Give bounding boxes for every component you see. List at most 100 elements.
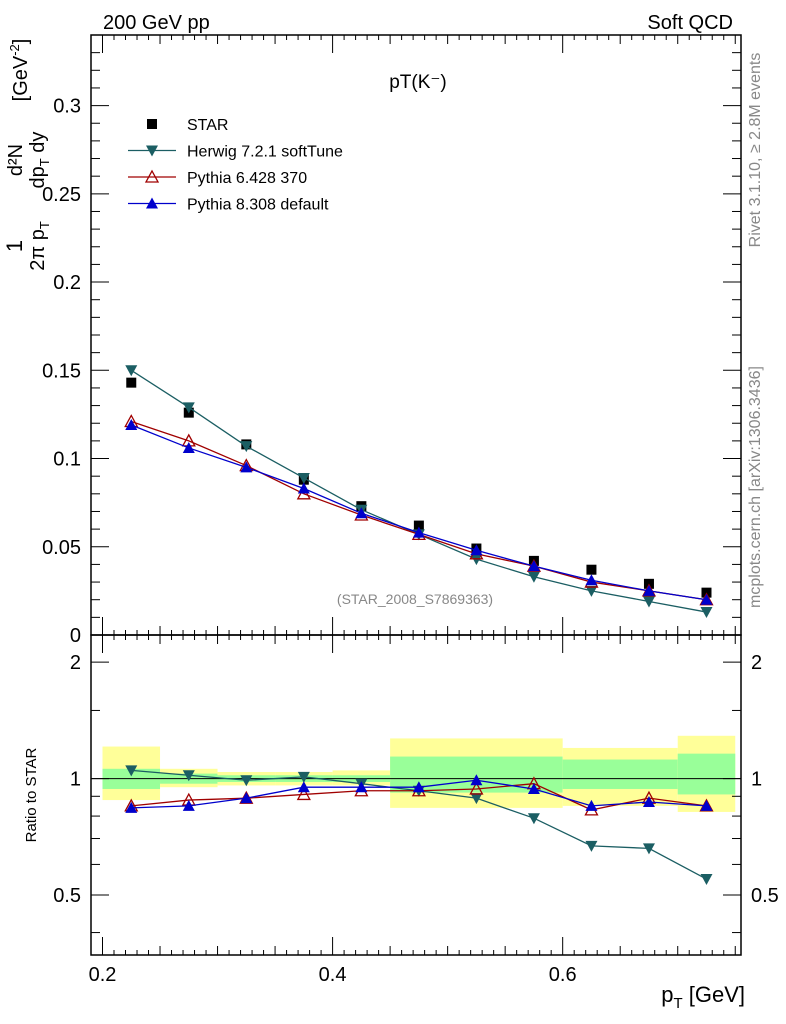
ratio-point-herwig-7-2-1-softtune — [182, 770, 195, 782]
ylabel-frac2-den-tail: dy — [27, 132, 49, 159]
band-inner-7 — [677, 753, 736, 795]
main-ytick-label-4: 0.2 — [53, 272, 81, 294]
mcplots-label: mcplots.cern.ch [arXiv:1306.3436] — [747, 366, 764, 608]
ratio-ytick-label-right-2: 2 — [751, 652, 762, 674]
data-point-herwig-7-2-1-softtune — [527, 571, 540, 583]
series-pythia-8-308-default — [125, 419, 713, 605]
xtick-label-2: 0.6 — [549, 964, 577, 986]
ratio-point-herwig-7-2-1-softtune — [642, 843, 655, 855]
data-point-herwig-7-2-1-softtune — [642, 596, 655, 608]
data-point-star — [126, 377, 137, 388]
legend-marker-herwig-7-2-1-softtune — [146, 145, 158, 157]
ratio-point-pythia-8-308-default — [470, 774, 483, 786]
data-point-pythia-8-308-default — [297, 482, 310, 494]
ratio-point-pythia-6-428-370 — [296, 787, 311, 801]
ratio-point-pythia-8-308-default — [412, 781, 425, 793]
band-inner-6 — [562, 759, 678, 789]
ylabel-unit: [GeV-2] — [7, 39, 32, 102]
ratio-point-pythia-8-308-default — [585, 799, 598, 811]
main-ytick-label-5: 0.25 — [42, 184, 81, 206]
legend-marker-star — [147, 119, 157, 129]
main-ytick-label-2: 0.1 — [53, 449, 81, 471]
data-point-herwig-7-2-1-softtune — [585, 585, 598, 597]
ratio-point-pythia-8-308-default — [527, 782, 540, 794]
ratio-ytick-label-right-1: 1 — [751, 769, 762, 791]
ylabel-frac2-den: dpT dy — [27, 132, 52, 189]
data-point-pythia-8-308-default — [470, 544, 483, 556]
ylabel-frac1-den-sub: T — [37, 221, 52, 229]
data-point-herwig-7-2-1-softtune — [125, 365, 138, 377]
main-panel-series — [124, 365, 714, 619]
ratio-point-herwig-7-2-1-softtune — [527, 813, 540, 825]
legend-label-pythia-6-428-370: Pythia 6.428 370 — [187, 170, 307, 187]
ylabel-frac2-den-main: dp — [27, 166, 49, 188]
ratio-panel-series — [124, 765, 714, 886]
data-point-star — [586, 564, 597, 575]
main-ytick-label-1: 0.05 — [42, 537, 81, 559]
data-point-pythia-8-308-default — [585, 574, 598, 586]
xtick-label-1: 0.4 — [319, 964, 347, 986]
series-pythia-6-428-370 — [124, 414, 714, 606]
ratio-point-pythia-8-308-default — [182, 799, 195, 811]
legend-marker-pythia-6-428-370 — [144, 169, 160, 183]
ylabel-frac2-num: d²N — [5, 144, 27, 176]
series-line-pythia-6-428-370 — [131, 420, 707, 601]
plot-title: pT(K⁻) — [389, 72, 447, 93]
ratio-ytick-label-right-0: 0.5 — [751, 885, 779, 907]
ratio-ytick-label-left-1: 1 — [70, 769, 81, 791]
ratio-axis-ticks: 0.5 0.5 1 1 2 2 0.2 0.4 0.6 — [53, 635, 779, 986]
ylabel-unit-main: [GeV — [10, 55, 32, 101]
main-ylabel: 1 2π pT d²N dpT dy [GeV-2] — [2, 39, 52, 271]
ratio-point-herwig-7-2-1-softtune — [297, 771, 310, 783]
legend-marker-pythia-8-308-default — [146, 197, 158, 209]
series-line-pythia-8-308-default — [131, 424, 707, 601]
rivet-label: Rivet 3.1.10, ≥ 2.8M events — [747, 53, 764, 248]
legend-label-pythia-8-308-default: Pythia 8.308 default — [187, 197, 329, 214]
series-herwig-7-2-1-softtune — [125, 365, 713, 619]
main-axis-ticks: 0 0.05 0.1 0.15 0.2 0.25 0.3 — [42, 35, 741, 647]
ratio-point-herwig-7-2-1-softtune — [700, 874, 713, 886]
ylabel-unit-sup: -2 — [7, 44, 22, 56]
data-point-herwig-7-2-1-softtune — [240, 441, 253, 453]
ratio-ylabel: Ratio to STAR — [23, 747, 40, 842]
legend-label-star: STAR — [187, 117, 228, 134]
legend: STAR Herwig 7.2.1 softTune Pythia 6.428 37… — [128, 117, 343, 214]
ratio-uncertainty-bands — [102, 735, 736, 812]
series-line-herwig-7-2-1-softtune — [130, 369, 707, 613]
legend-label-herwig-7-2-1-softtune: Herwig 7.2.1 softTune — [187, 144, 343, 161]
analysis-watermark: (STAR_2008_S7869363) — [337, 591, 493, 607]
ratio-point-herwig-7-2-1-softtune — [470, 793, 483, 805]
ylabel-frac1-num: 1 — [2, 240, 27, 252]
ratio-point-pythia-8-308-default — [642, 795, 655, 807]
ratio-point-herwig-7-2-1-softtune — [240, 775, 253, 787]
ratio-point-pythia-8-308-default — [297, 781, 310, 793]
header-right: Soft QCD — [647, 12, 733, 34]
data-point-pythia-8-308-default — [182, 441, 195, 453]
ylabel-unit-close: ] — [10, 39, 32, 45]
xlabel-main: p — [661, 982, 673, 1007]
xlabel: pT [GeV] — [661, 982, 745, 1012]
data-point-pythia-8-308-default — [240, 461, 253, 473]
ylabel-frac1-den: 2π pT — [27, 221, 52, 271]
ratio-point-pythia-8-308-default — [700, 799, 713, 811]
ratio-panel-frame — [90, 634, 742, 956]
data-point-herwig-7-2-1-softtune — [297, 472, 310, 484]
ratio-ytick-label-left-0: 0.5 — [53, 885, 81, 907]
ratio-point-pythia-6-428-370 — [469, 781, 484, 795]
xlabel-unit: [GeV] — [683, 982, 745, 1007]
main-ytick-label-0: 0 — [70, 625, 81, 647]
ylabel-frac1-den-main: 2π p — [27, 229, 49, 271]
xlabel-sub: T — [673, 995, 682, 1012]
data-point-pythia-8-308-default — [642, 584, 655, 596]
header-left: 200 GeV pp — [103, 12, 210, 34]
ylabel-frac2-den-sub: T — [37, 158, 52, 166]
ratio-point-pythia-8-308-default — [240, 792, 253, 804]
ratio-series-pythia-8-308-default — [125, 774, 713, 813]
data-point-pythia-8-308-default — [355, 507, 368, 519]
ratio-ytick-label-left-2: 2 — [70, 652, 81, 674]
data-point-pythia-8-308-default — [700, 593, 713, 605]
ratio-point-herwig-7-2-1-softtune — [125, 765, 138, 777]
data-point-pythia-8-308-default — [527, 560, 540, 572]
data-point-herwig-7-2-1-softtune — [182, 402, 195, 414]
